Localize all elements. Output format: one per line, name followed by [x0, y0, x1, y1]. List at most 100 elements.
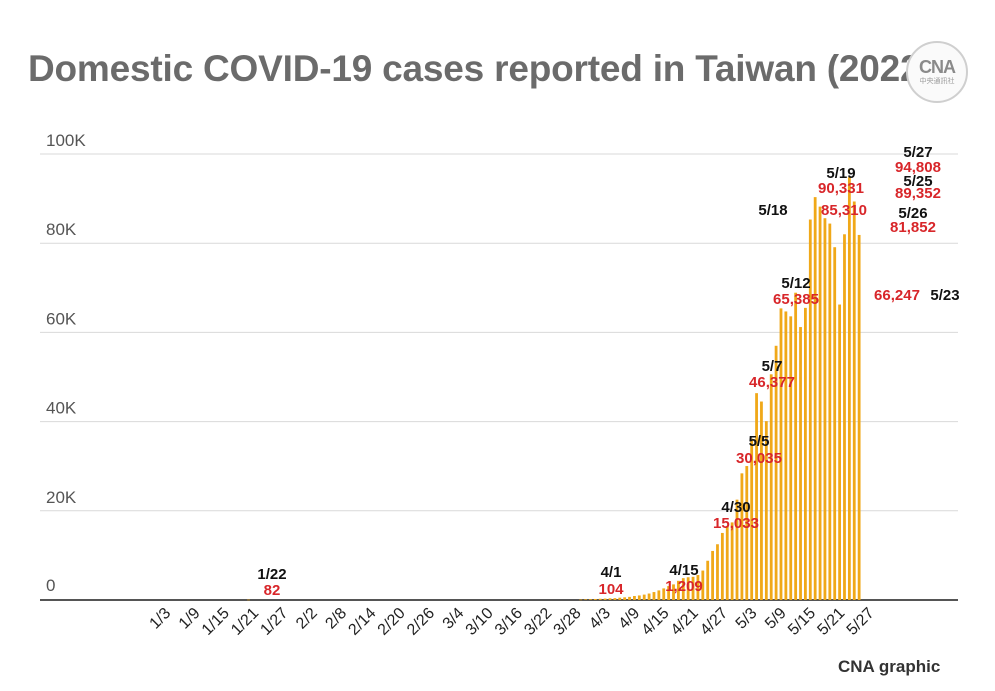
annotation-date: 5/19 — [826, 165, 855, 182]
bar — [706, 560, 710, 600]
annotation-date: 5/18 — [758, 202, 787, 219]
bar — [764, 421, 768, 600]
x-tick-label: 1/21 — [228, 605, 262, 639]
bar — [623, 597, 627, 600]
annotation-date: 5/26 — [898, 205, 927, 222]
bar — [740, 473, 744, 600]
bars — [247, 177, 861, 601]
bar — [593, 598, 597, 600]
annotation-value: 85,310 — [821, 202, 867, 219]
annotation-value: 82 — [264, 582, 281, 599]
annotation-date: 4/30 — [721, 499, 750, 516]
x-tick-label: 1/3 — [147, 605, 175, 633]
annotation-value: 81,852 — [890, 219, 936, 236]
annotation-date: 5/5 — [749, 433, 770, 450]
annotation-value: 66,247 — [874, 287, 920, 304]
bar — [789, 316, 793, 600]
annotation-date: 5/12 — [781, 275, 810, 292]
x-tick-label: 4/21 — [668, 605, 702, 639]
bar — [745, 466, 749, 600]
bar — [725, 525, 729, 600]
bar — [637, 595, 641, 600]
annotation-value: 1,209 — [665, 578, 703, 595]
bar — [686, 577, 690, 600]
bar — [677, 580, 680, 600]
annotation-date: 5/7 — [762, 358, 783, 375]
bar — [652, 592, 656, 600]
annotation-date: 5/25 — [903, 173, 932, 190]
annotation-5-23: 5/23 66,247 — [874, 287, 960, 304]
bar — [701, 570, 705, 600]
logo-mark: CNA — [919, 57, 956, 77]
annotation-value: 94,808 — [895, 159, 941, 176]
y-tick-label: 0 — [46, 576, 55, 595]
annotation-value: 65,385 — [773, 291, 819, 308]
x-tick-label: 4/15 — [639, 605, 673, 639]
y-tick-label: 40K — [46, 399, 77, 418]
x-tick-label: 5/27 — [844, 605, 878, 639]
bar — [667, 586, 671, 600]
bar — [760, 401, 763, 600]
x-tick-label: 5/15 — [785, 605, 819, 639]
bar — [589, 599, 592, 600]
annotation-date: 5/27 — [903, 144, 932, 161]
chart-title: Domestic COVID-19 cases reported in Taiw… — [28, 48, 933, 89]
bar — [838, 304, 841, 600]
bar — [828, 223, 832, 600]
y-tick-label: 20K — [46, 488, 77, 507]
annotation-value: 90,331 — [818, 180, 864, 197]
x-tick-label: 1/27 — [257, 605, 291, 639]
bar — [716, 544, 719, 600]
logo-subtitle: 中央通訊社 — [919, 78, 955, 85]
annotation-value: 15,033 — [713, 515, 759, 532]
annotation-value: 104 — [598, 581, 624, 598]
bar — [813, 197, 817, 600]
bar — [584, 599, 587, 600]
x-tick-label: 3/10 — [463, 605, 497, 639]
bar — [613, 598, 617, 600]
y-tick-label: 60K — [46, 309, 77, 328]
bar — [769, 374, 773, 600]
credit-text: CNA graphic — [838, 657, 941, 676]
bar — [750, 438, 754, 600]
annotation-date: 5/23 — [930, 287, 959, 304]
annotation-value: 46,377 — [749, 374, 795, 391]
x-tick-label: 3/16 — [492, 605, 526, 639]
annotation-date: 4/15 — [669, 562, 698, 579]
x-tick-label: 3/28 — [551, 605, 585, 639]
y-tick-label: 100K — [46, 131, 86, 150]
bar — [808, 219, 812, 600]
annotation-value: 30,035 — [736, 450, 782, 467]
x-tick-label: 1/15 — [199, 605, 233, 639]
bar — [779, 308, 783, 600]
bar — [857, 234, 861, 600]
bar — [681, 578, 685, 600]
x-tick-label: 5/21 — [814, 605, 848, 639]
annotation-value: 89,352 — [895, 185, 941, 202]
bar — [696, 575, 700, 600]
bar — [720, 532, 724, 600]
annotation-5-7: 5/746,377 — [749, 358, 795, 391]
x-tick-label: 2/14 — [345, 605, 379, 639]
annotation-date: 4/1 — [601, 564, 622, 581]
x-tick-label: 5/3 — [733, 605, 761, 633]
bar — [618, 597, 622, 600]
bar — [735, 499, 739, 600]
x-tick-label: 4/27 — [697, 605, 731, 639]
bar — [823, 218, 827, 600]
bar — [662, 588, 666, 600]
x-tick-label: 4/3 — [586, 605, 614, 633]
bar — [691, 576, 695, 600]
bar — [774, 345, 778, 600]
bar — [711, 550, 714, 600]
bar — [603, 598, 607, 600]
x-tick-label: 3/22 — [521, 605, 555, 639]
bar — [672, 584, 675, 600]
